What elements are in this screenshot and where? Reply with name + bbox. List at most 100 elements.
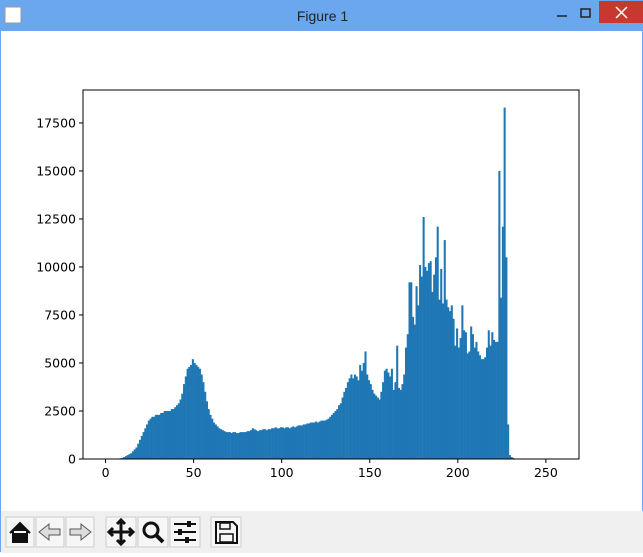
bar (167, 411, 169, 459)
bar (201, 375, 203, 459)
bar (484, 357, 486, 459)
bar (241, 432, 243, 459)
bar (290, 427, 292, 459)
bar (143, 432, 145, 459)
bar (449, 311, 451, 459)
bar (285, 427, 287, 459)
bar (261, 430, 263, 459)
bar (162, 413, 164, 459)
bar (438, 300, 440, 459)
y-tick-label: 17500 (36, 115, 76, 130)
bar (333, 413, 335, 459)
bar (181, 394, 183, 459)
bar (127, 455, 129, 459)
bar (486, 348, 488, 459)
bar (296, 426, 298, 459)
bar (225, 432, 227, 459)
bar (357, 380, 359, 459)
bar (490, 346, 492, 459)
y-tick-label: 5000 (44, 355, 76, 370)
bar (319, 422, 321, 459)
bar (347, 382, 349, 459)
bar (491, 332, 493, 459)
bar (245, 432, 247, 459)
bar (482, 359, 484, 459)
bar (416, 286, 418, 459)
bar (234, 432, 236, 459)
bar (495, 342, 497, 459)
bar (312, 423, 314, 459)
bar (130, 453, 132, 459)
bar (361, 371, 363, 459)
bar (174, 407, 176, 459)
bar (472, 334, 474, 459)
bar (322, 421, 324, 459)
bar (467, 353, 469, 459)
bar (356, 376, 358, 459)
bar (320, 421, 322, 459)
window-title: Figure 1 (1, 8, 643, 24)
bar (336, 409, 338, 459)
bar (275, 427, 277, 459)
bar (172, 409, 174, 459)
bar (338, 405, 340, 459)
bar (375, 396, 377, 459)
configure-button[interactable] (170, 517, 200, 547)
bar (463, 330, 465, 459)
bar (345, 388, 347, 459)
bar (238, 433, 240, 459)
bar (308, 423, 310, 459)
bar (502, 227, 504, 459)
bar (442, 303, 444, 459)
bar (500, 298, 502, 459)
bar (343, 392, 345, 459)
bar (384, 371, 386, 459)
bar (287, 427, 289, 459)
bar (171, 409, 173, 459)
bar (363, 363, 365, 459)
x-tick-label: 200 (446, 465, 470, 480)
bar (137, 444, 139, 459)
x-tick-label: 150 (358, 465, 382, 480)
bar (370, 384, 372, 459)
toolbar (1, 511, 643, 553)
bar (190, 365, 192, 459)
bar (350, 375, 352, 459)
bar (368, 380, 370, 459)
bar (187, 369, 189, 459)
bar (299, 425, 301, 459)
bar (423, 217, 425, 459)
bar (329, 417, 331, 459)
bar (202, 382, 204, 459)
x-tick-label: 0 (102, 465, 110, 480)
bar (431, 292, 433, 459)
bar (209, 415, 211, 459)
bar (428, 263, 430, 459)
y-tick-label: 12500 (36, 211, 76, 226)
bar (183, 384, 185, 459)
bar (185, 376, 187, 459)
pan-button[interactable] (106, 517, 136, 547)
bar (453, 319, 455, 459)
bar (157, 415, 159, 459)
save-button[interactable] (211, 517, 241, 547)
y-tick-label: 10000 (36, 259, 76, 274)
bar (254, 429, 256, 459)
bar (407, 334, 409, 459)
bar (278, 428, 280, 459)
bar (380, 392, 382, 459)
back-button[interactable] (36, 517, 64, 547)
bar (498, 171, 500, 459)
bar (150, 419, 152, 459)
bar (424, 267, 426, 459)
bar (479, 355, 481, 459)
x-tick-label: 250 (534, 465, 558, 480)
zoom-button[interactable] (138, 517, 168, 547)
bar (264, 429, 266, 459)
title-bar: Figure 1 (1, 1, 643, 31)
bar (135, 447, 137, 459)
bar (509, 455, 511, 459)
bar (292, 426, 294, 459)
home-button[interactable] (6, 517, 34, 547)
forward-button[interactable] (66, 517, 94, 547)
